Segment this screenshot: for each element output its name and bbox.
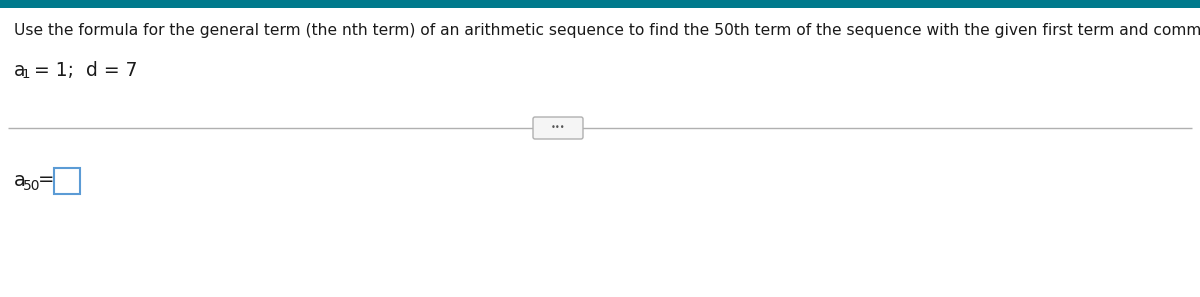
Text: a: a: [14, 170, 26, 189]
Text: = 1;  d = 7: = 1; d = 7: [28, 61, 138, 80]
Text: 50: 50: [23, 179, 41, 193]
Text: a: a: [14, 61, 25, 80]
Text: •••: •••: [551, 124, 565, 132]
Text: Use the formula for the general term (the nth term) of an arithmetic sequence to: Use the formula for the general term (th…: [14, 23, 1200, 37]
Bar: [54, 168, 80, 194]
Bar: [0, 0, 1200, 8]
Text: 1: 1: [22, 69, 30, 81]
FancyBboxPatch shape: [533, 117, 583, 139]
Text: =: =: [38, 170, 54, 189]
